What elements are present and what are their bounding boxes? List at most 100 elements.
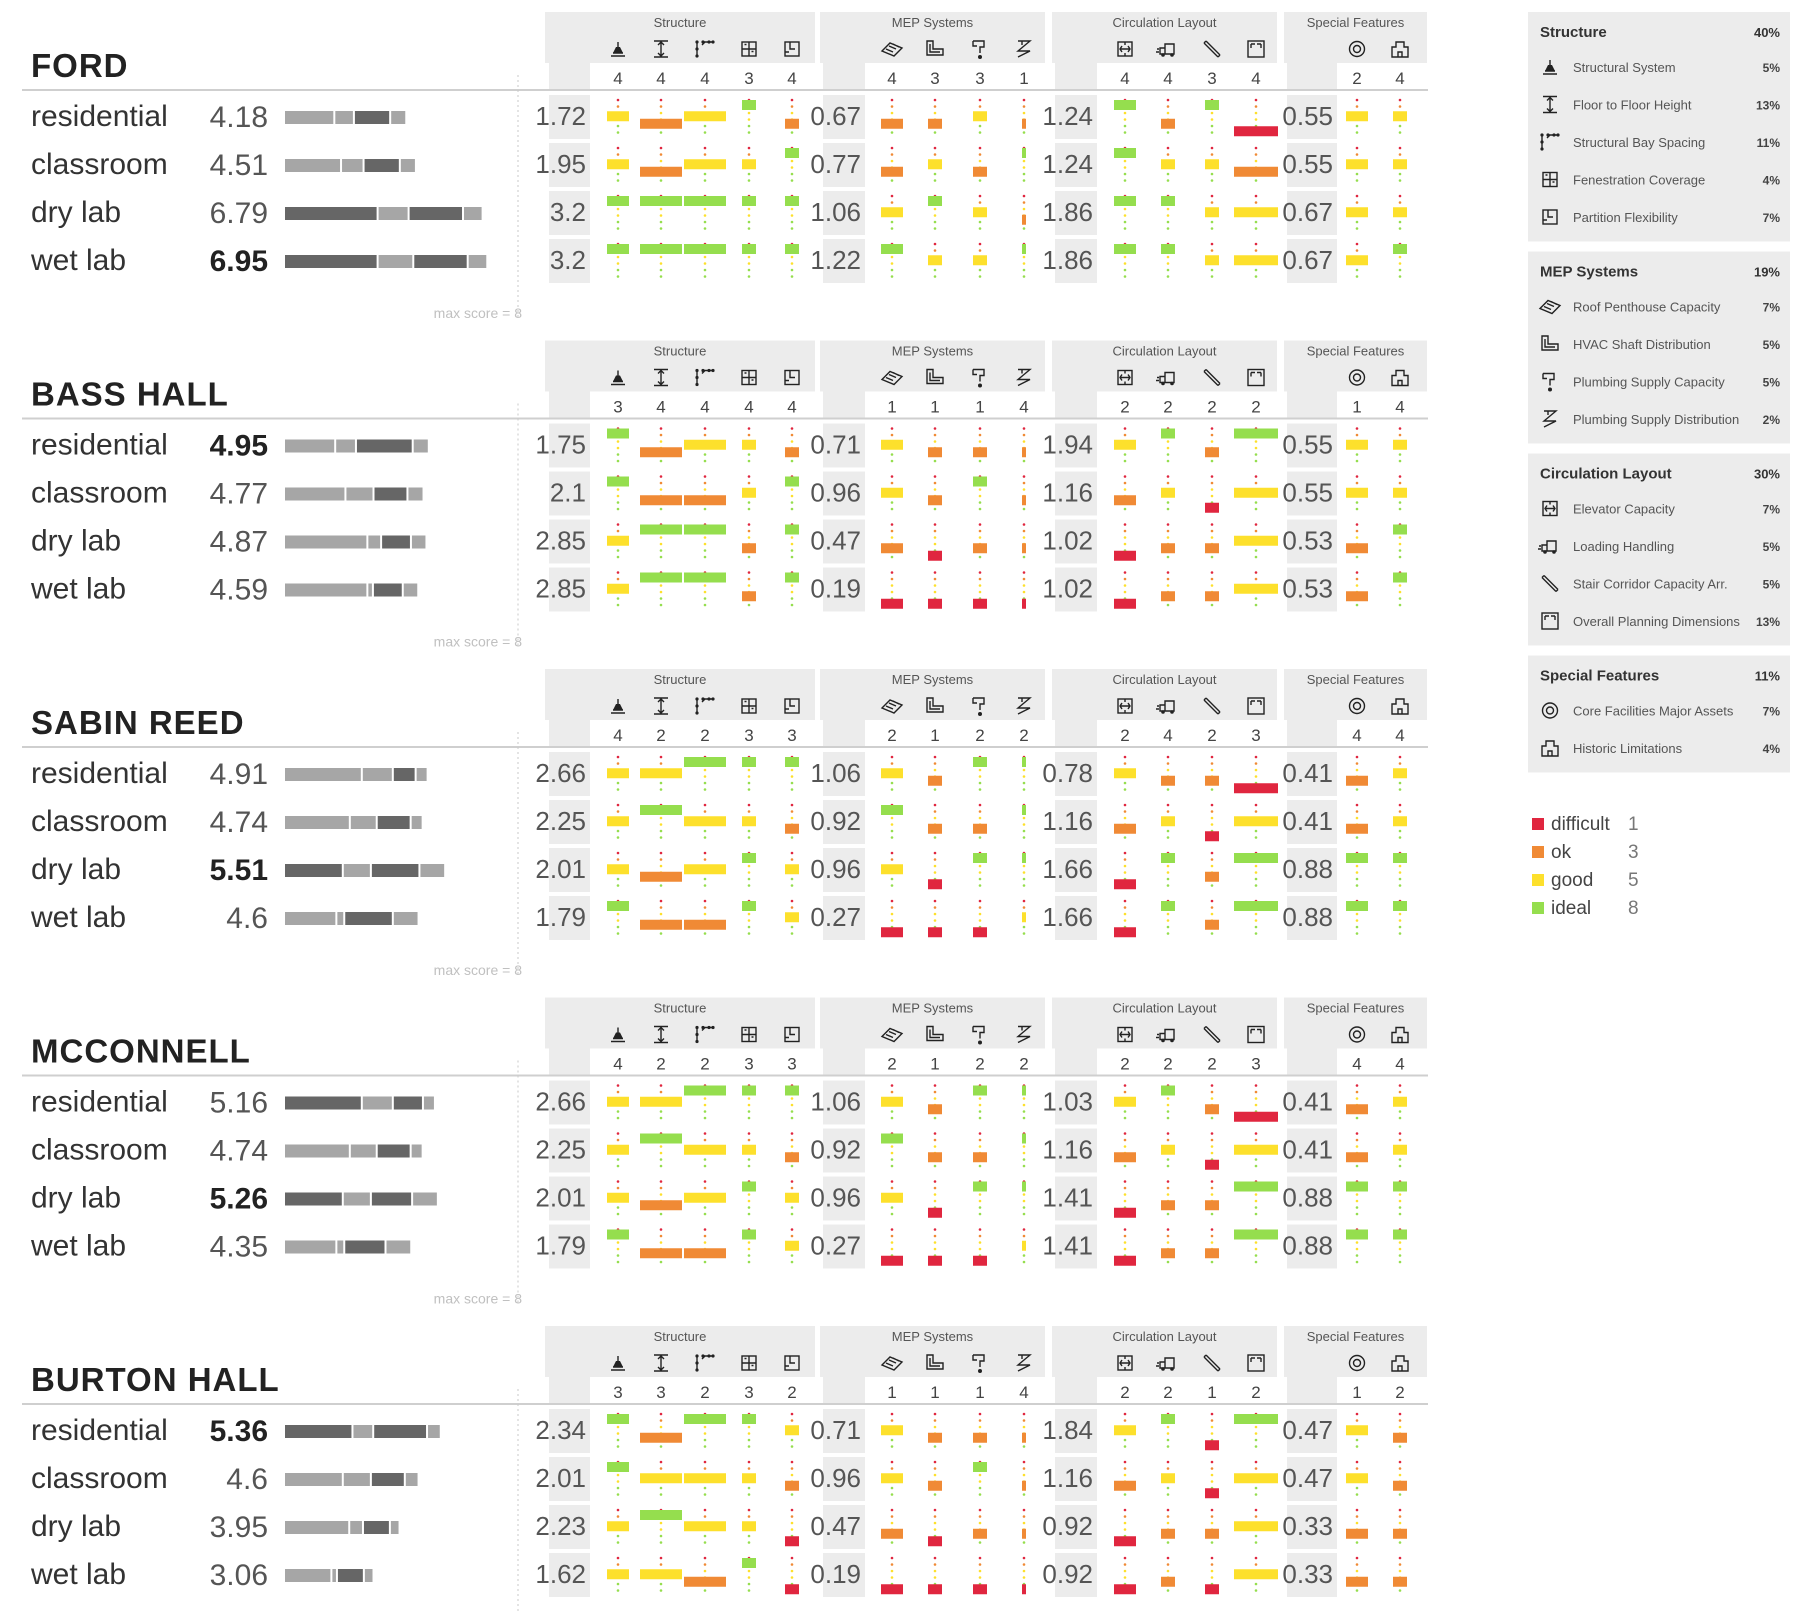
rating-mark <box>1346 111 1368 122</box>
legend-swatch <box>1532 902 1544 914</box>
rating-mark <box>881 1584 903 1595</box>
scale-dot <box>659 111 663 115</box>
scale-dot <box>890 829 894 833</box>
group-score-cell <box>549 1176 590 1221</box>
scale-dot <box>933 146 937 150</box>
scale-dot <box>1398 884 1402 887</box>
rating-mark <box>928 1432 942 1443</box>
group-subscore: 1.72 <box>535 101 586 131</box>
rating-mark <box>973 255 987 266</box>
group-title: Structure <box>654 1001 707 1016</box>
scale-dot <box>790 433 794 437</box>
group-subscore: 0.55 <box>1282 430 1333 460</box>
group-header-panel <box>545 1326 815 1377</box>
rating-mark <box>1022 495 1026 506</box>
group-score-cell <box>1287 800 1337 844</box>
use-score: 5.36 <box>210 1415 268 1448</box>
scale-dot <box>933 1132 937 1135</box>
rating-mark <box>1393 111 1407 122</box>
scale-dot <box>790 775 794 778</box>
group-score-cell <box>823 1224 865 1269</box>
scale-dot <box>1210 242 1214 246</box>
scale-dot <box>1254 179 1258 182</box>
group-score-cell <box>1287 1409 1337 1453</box>
group-rating-cell <box>1287 720 1337 748</box>
rating-mark <box>1234 816 1278 827</box>
column-rating: 1 <box>1019 69 1028 88</box>
scale-dot <box>1022 111 1026 115</box>
criteria-weight: 13% <box>1756 615 1780 629</box>
scale-dot <box>1254 775 1258 778</box>
scale-dot <box>1210 201 1214 204</box>
rating-mark <box>1022 1528 1026 1539</box>
scale-dot <box>933 864 937 868</box>
rating-mark <box>973 1462 987 1472</box>
scale-dot <box>790 255 794 259</box>
scale-dot <box>1123 427 1127 430</box>
scale-dot <box>703 836 707 839</box>
partition-icon <box>784 369 800 386</box>
scale-dot <box>1210 1432 1214 1435</box>
scale-dot <box>1123 810 1127 813</box>
group-score-cell <box>1055 519 1097 564</box>
score-bar-segment <box>285 255 377 268</box>
scale-dot <box>933 1569 937 1573</box>
scale-dot <box>978 768 982 772</box>
scale-dot <box>1254 1199 1258 1203</box>
use-label: residential <box>31 100 168 133</box>
scale-dot <box>747 459 751 463</box>
scale-dot <box>1210 1569 1214 1573</box>
scale-dot <box>659 1412 663 1416</box>
score-bar-segment <box>285 864 342 877</box>
rating-mark <box>1114 1096 1136 1107</box>
scale-dot <box>1022 1234 1026 1238</box>
rating-mark <box>1022 118 1026 129</box>
scale-dot <box>1254 475 1258 478</box>
scale-dot <box>933 1576 937 1579</box>
scale-dot <box>703 433 707 437</box>
scale-dot <box>616 836 620 839</box>
rating-mark <box>1114 823 1136 834</box>
scale-dot <box>1355 803 1359 807</box>
scale-dot <box>1210 1151 1214 1155</box>
scale-dot <box>890 1084 894 1087</box>
scale-dot <box>1022 1260 1026 1264</box>
rating-mark <box>1022 1584 1026 1595</box>
rating-mark <box>1205 207 1219 218</box>
scale-dot <box>933 571 937 574</box>
group-score-cell <box>1287 752 1337 796</box>
scale-dot <box>747 427 751 430</box>
scale-dot <box>1210 823 1214 826</box>
criteria-group-box <box>1528 12 1790 242</box>
scale-dot <box>1166 1228 1170 1231</box>
group-header-panel <box>545 340 815 392</box>
rating-mark <box>1393 1181 1407 1192</box>
scale-dot <box>659 1110 663 1113</box>
scale-dot <box>1398 1569 1402 1573</box>
scale-dot <box>616 1486 620 1490</box>
group-title: Special Features <box>1307 15 1405 30</box>
rating-mark <box>1234 428 1278 439</box>
scale-dot <box>1254 762 1258 765</box>
scale-dot <box>1254 871 1258 874</box>
use-label: dry lab <box>31 1510 121 1543</box>
scale-dot <box>616 1534 620 1538</box>
scale-dot <box>616 1425 620 1429</box>
scale-dot <box>790 803 794 807</box>
column-rating: 3 <box>744 1055 753 1074</box>
scale-dot <box>1022 227 1026 230</box>
scale-dot <box>1355 1260 1359 1264</box>
scale-dot <box>790 220 794 224</box>
rating-mark <box>640 1133 682 1144</box>
scale-dot <box>1254 1241 1258 1244</box>
scale-dot <box>790 459 794 463</box>
group-subscore: 0.27 <box>810 1231 861 1261</box>
legend-value: 8 <box>1628 898 1639 919</box>
scale-dot <box>1210 249 1214 252</box>
scale-dot <box>1166 762 1170 765</box>
scale-dot <box>933 1164 937 1168</box>
scale-dot <box>1355 268 1359 272</box>
rating-mark <box>742 757 756 767</box>
rating-mark <box>785 823 799 834</box>
group-subscore: 1.16 <box>1042 1463 1093 1493</box>
